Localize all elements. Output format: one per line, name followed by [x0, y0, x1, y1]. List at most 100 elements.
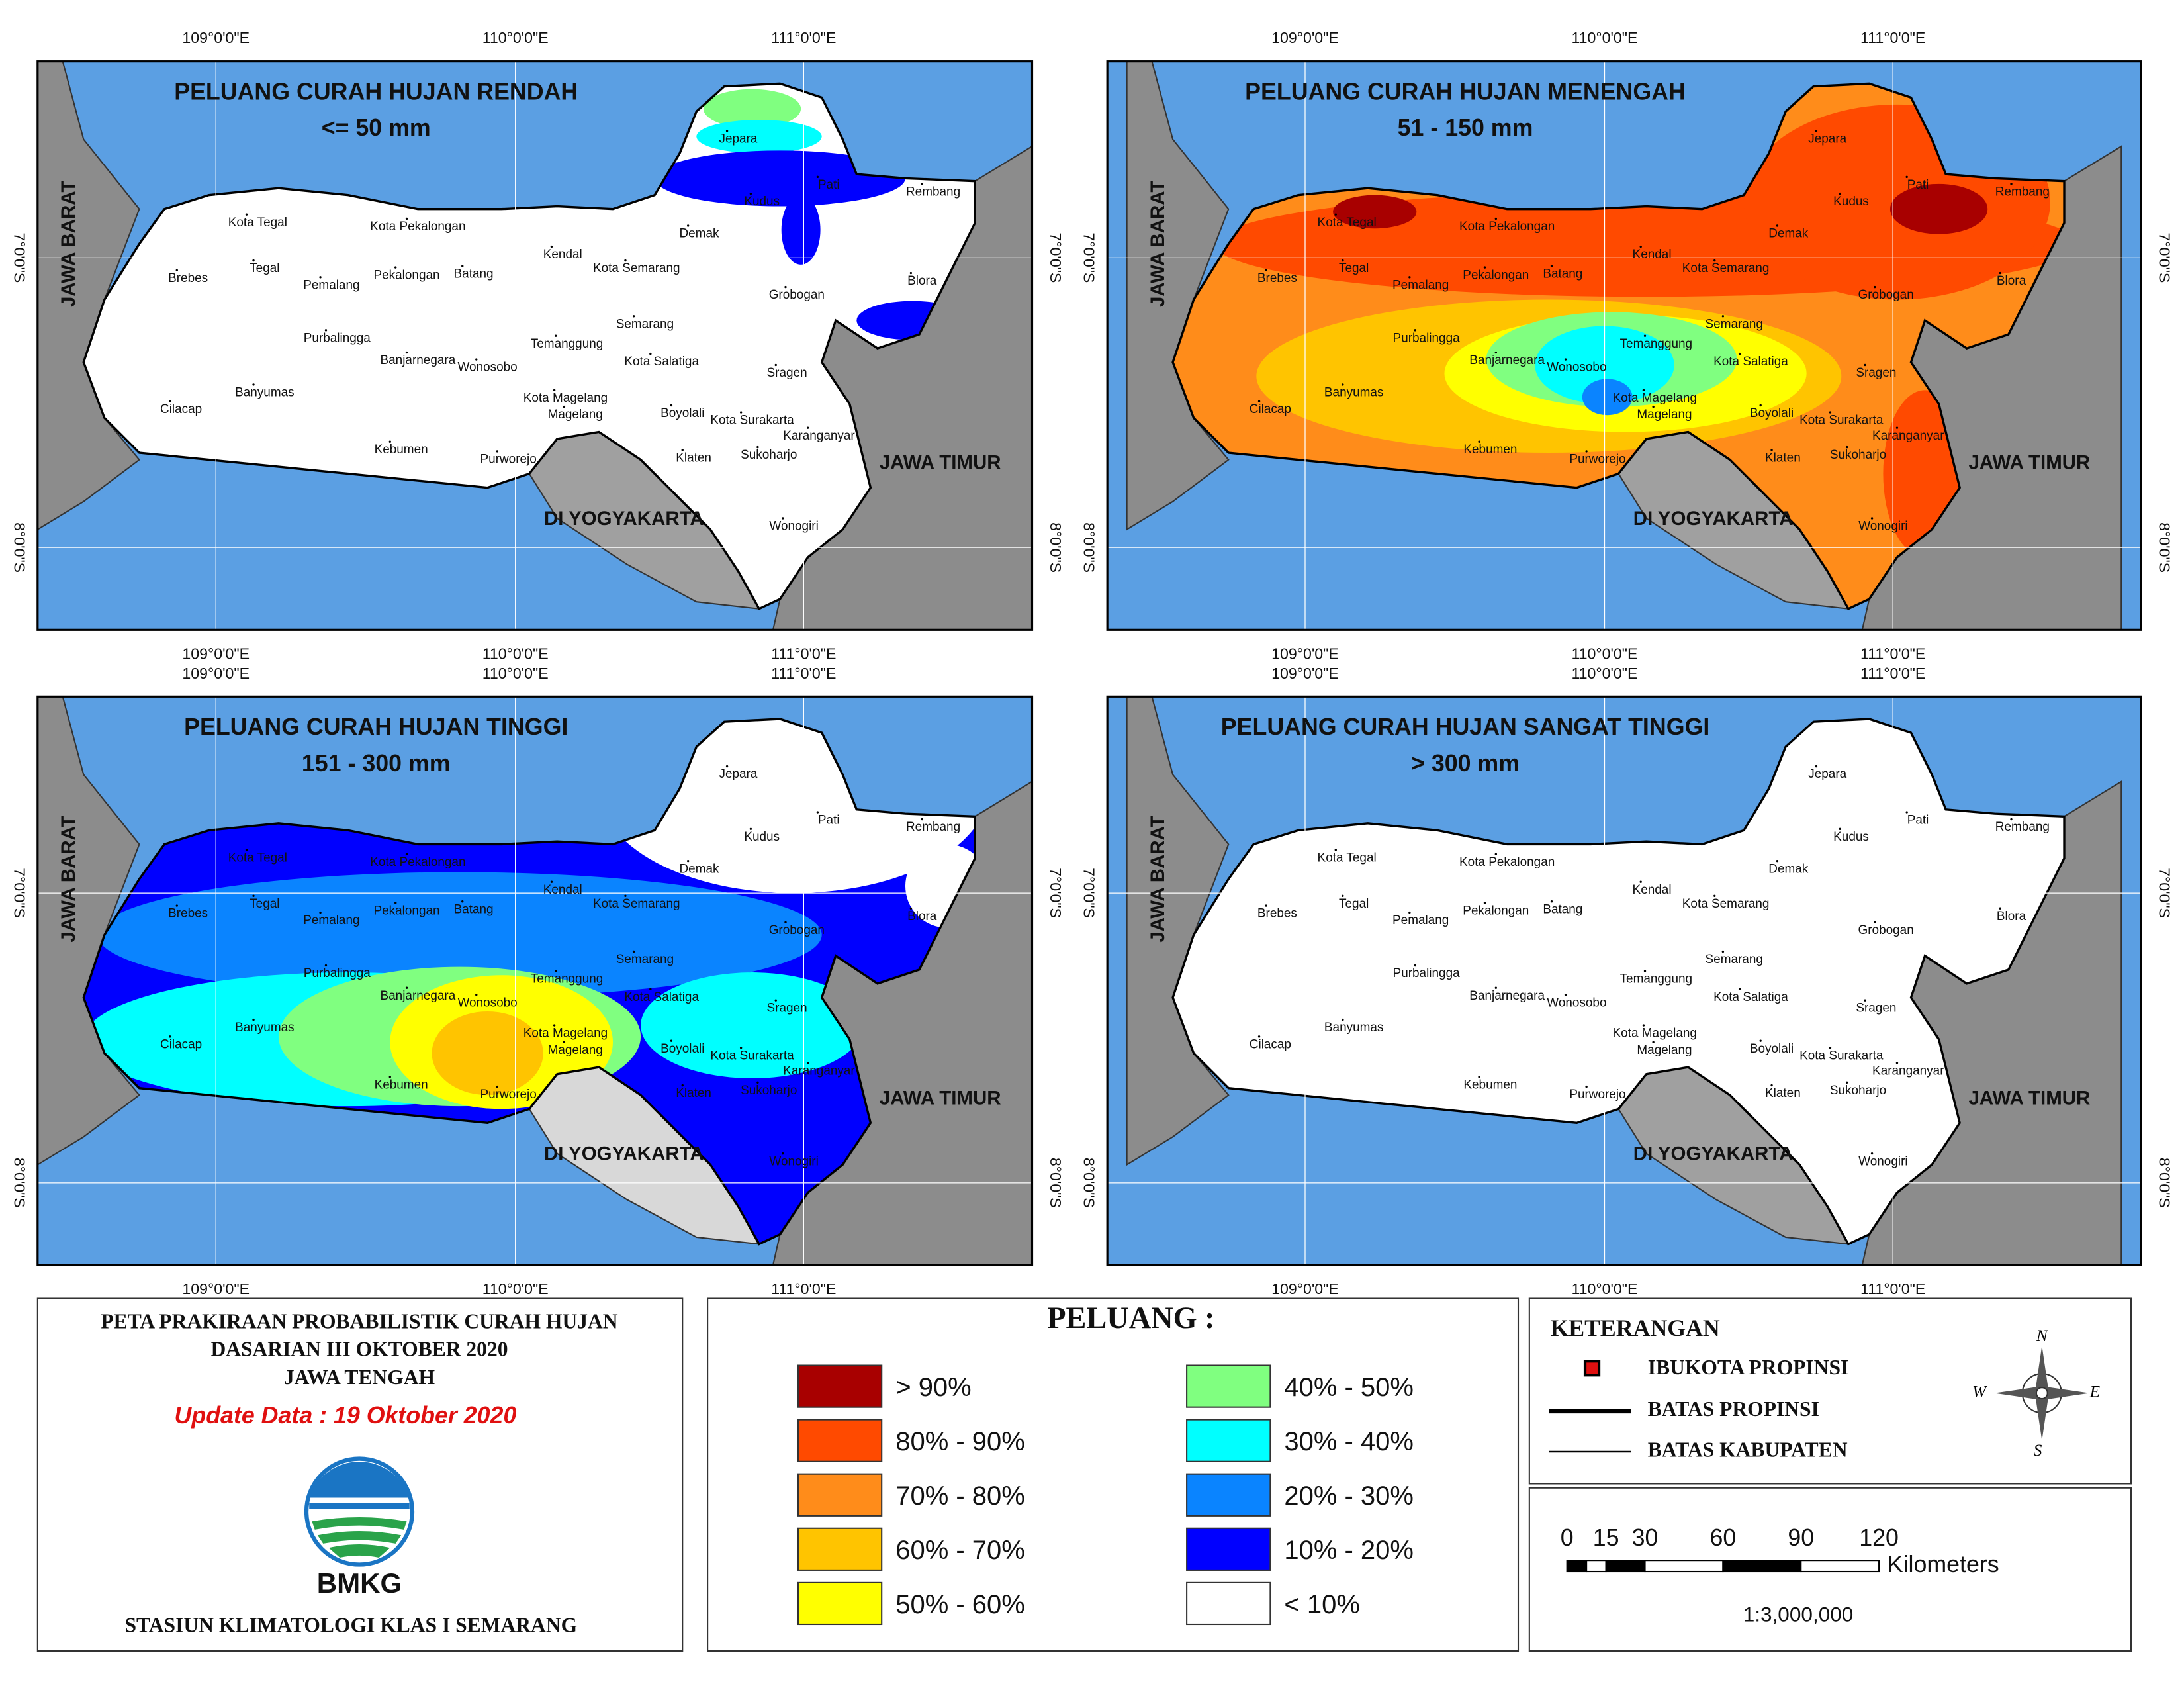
district-capital	[1846, 445, 1848, 449]
district-label: Jepara	[719, 132, 757, 146]
district-label: Sukoharjo	[741, 448, 797, 462]
latitude-label: 8°0'0"S	[1081, 522, 1098, 573]
province-label: JAWA TIMUR	[1968, 452, 2090, 474]
probability-patch	[781, 195, 821, 265]
district-label: Kendal	[1633, 248, 1672, 261]
district-capital	[388, 440, 391, 443]
legend-label: 80% - 90%	[895, 1427, 1025, 1456]
district-label: Pati	[1907, 814, 1929, 827]
district-label: Kota Tegal	[228, 851, 287, 865]
district-capital	[1864, 999, 1866, 1002]
district-capital	[1483, 902, 1486, 904]
map-content: Jepara Kudus Pati Rembang Kota Tegal Kota Pek…	[1107, 61, 2141, 630]
scale-unit: Kilometers	[1888, 1551, 1999, 1577]
district-label: Kebumen	[375, 443, 428, 457]
district-label: Cilacap	[160, 1037, 202, 1051]
district-capital	[1870, 1152, 1874, 1155]
district-capital	[681, 1084, 684, 1087]
legend-swatch	[1186, 1527, 1271, 1571]
district-capital	[319, 276, 322, 279]
map-panel: Jepara Kudus Pati Rembang Kota Tegal Kota Pek…	[11, 29, 1064, 662]
district-capital	[169, 1035, 171, 1038]
latitude-label: 7°0'0"S	[1047, 232, 1064, 283]
district-label: Demak	[680, 862, 720, 876]
district-capital	[475, 358, 478, 361]
compass-rose	[1994, 1346, 2089, 1441]
longitude-label: 111°0'0"E	[771, 645, 836, 662]
district-label: Demak	[1768, 227, 1809, 241]
district-capital	[756, 445, 759, 449]
district-capital	[1494, 986, 1498, 989]
district-label: Karanganyar	[783, 429, 854, 443]
district-capital	[1585, 1085, 1588, 1088]
district-capital	[1478, 440, 1480, 443]
province-label: JAWA TIMUR	[1968, 1087, 2090, 1109]
district-capital	[563, 1041, 566, 1043]
district-capital	[1342, 383, 1344, 386]
district-capital	[2010, 818, 2013, 821]
district-label: Banjarnegara	[381, 353, 456, 367]
district-capital	[1643, 970, 1647, 972]
district-capital	[175, 904, 178, 907]
district-label: Karanganyar	[1872, 1064, 1944, 1078]
district-label: Pekalongan	[1463, 269, 1529, 283]
district-capital	[394, 902, 397, 904]
district-capital	[1342, 894, 1344, 897]
district-capital	[739, 411, 743, 414]
district-capital	[388, 1076, 391, 1078]
map-frame	[36, 695, 1034, 1266]
capital-symbol	[1583, 1360, 1601, 1377]
district-label: Kota Magelang	[1613, 1027, 1697, 1041]
legend-swatch	[1186, 1581, 1271, 1626]
scale-segment	[1722, 1560, 1802, 1573]
district-capital	[169, 400, 171, 402]
district-label: Karanganyar	[1872, 429, 1944, 443]
district-label: Jepara	[719, 767, 757, 781]
district-label: Temanggung	[1620, 972, 1693, 986]
district-capital	[1342, 259, 1344, 262]
district-capital	[1776, 224, 1779, 227]
district-label: Kudus	[744, 830, 780, 844]
longitude-label: 109°0'0"E	[182, 1280, 250, 1297]
district-capital	[1839, 827, 1841, 830]
district-label: Kota Pekalongan	[1459, 855, 1555, 869]
district-label: Wonogiri	[769, 1154, 818, 1168]
district-capital	[475, 994, 478, 996]
district-capital	[1478, 1076, 1480, 1078]
latitude-label: 8°0'0"S	[1047, 522, 1064, 573]
district-capital	[749, 827, 752, 830]
province-label: DI YOGYAKARTA	[544, 1143, 704, 1165]
map-panel: Jepara Kudus Pati Rembang Kota Tegal Kota Pek…	[1081, 665, 2173, 1297]
latitude-label: 7°0'0"S	[1047, 868, 1064, 918]
district-label: Kota Tegal	[1318, 851, 1377, 865]
district-label: Kota Semarang	[593, 897, 680, 911]
district-label: Pekalongan	[1463, 904, 1529, 917]
district-label: Boyolali	[660, 406, 704, 420]
scale-segment	[1800, 1560, 1880, 1573]
district-capital	[2010, 183, 2013, 185]
district-capital	[1895, 426, 1899, 429]
longitude-label: 109°0'0"E	[182, 665, 250, 682]
district-label: Kota Pekalongan	[1459, 220, 1555, 234]
district-label: Sragen	[767, 1002, 807, 1015]
probability-patch	[641, 972, 864, 1078]
district-label: Temanggung	[531, 337, 604, 351]
district-label: Purbalingga	[304, 966, 371, 980]
latitude-label: 8°0'0"S	[1047, 1158, 1064, 1208]
province-label: JAWA TIMUR	[880, 1087, 1001, 1109]
legend-label: > 90%	[895, 1373, 971, 1402]
district-capital	[1759, 1039, 1762, 1042]
logo-text: BMKG	[317, 1568, 402, 1599]
district-label: Klaten	[1765, 451, 1801, 465]
district-label: Sragen	[767, 366, 807, 380]
district-capital	[1642, 1024, 1645, 1027]
district-capital	[245, 849, 248, 851]
district-label: Cilacap	[1250, 402, 1291, 416]
latitude-label: 7°0'0"S	[2156, 868, 2173, 918]
district-label: Karanganyar	[783, 1064, 854, 1078]
district-capital	[1815, 765, 1818, 768]
info-line: DASARIAN III OKTOBER 2020	[210, 1338, 508, 1361]
district-capital	[461, 900, 464, 903]
district-label: Klaten	[1765, 1086, 1801, 1100]
district-capital	[252, 894, 255, 897]
